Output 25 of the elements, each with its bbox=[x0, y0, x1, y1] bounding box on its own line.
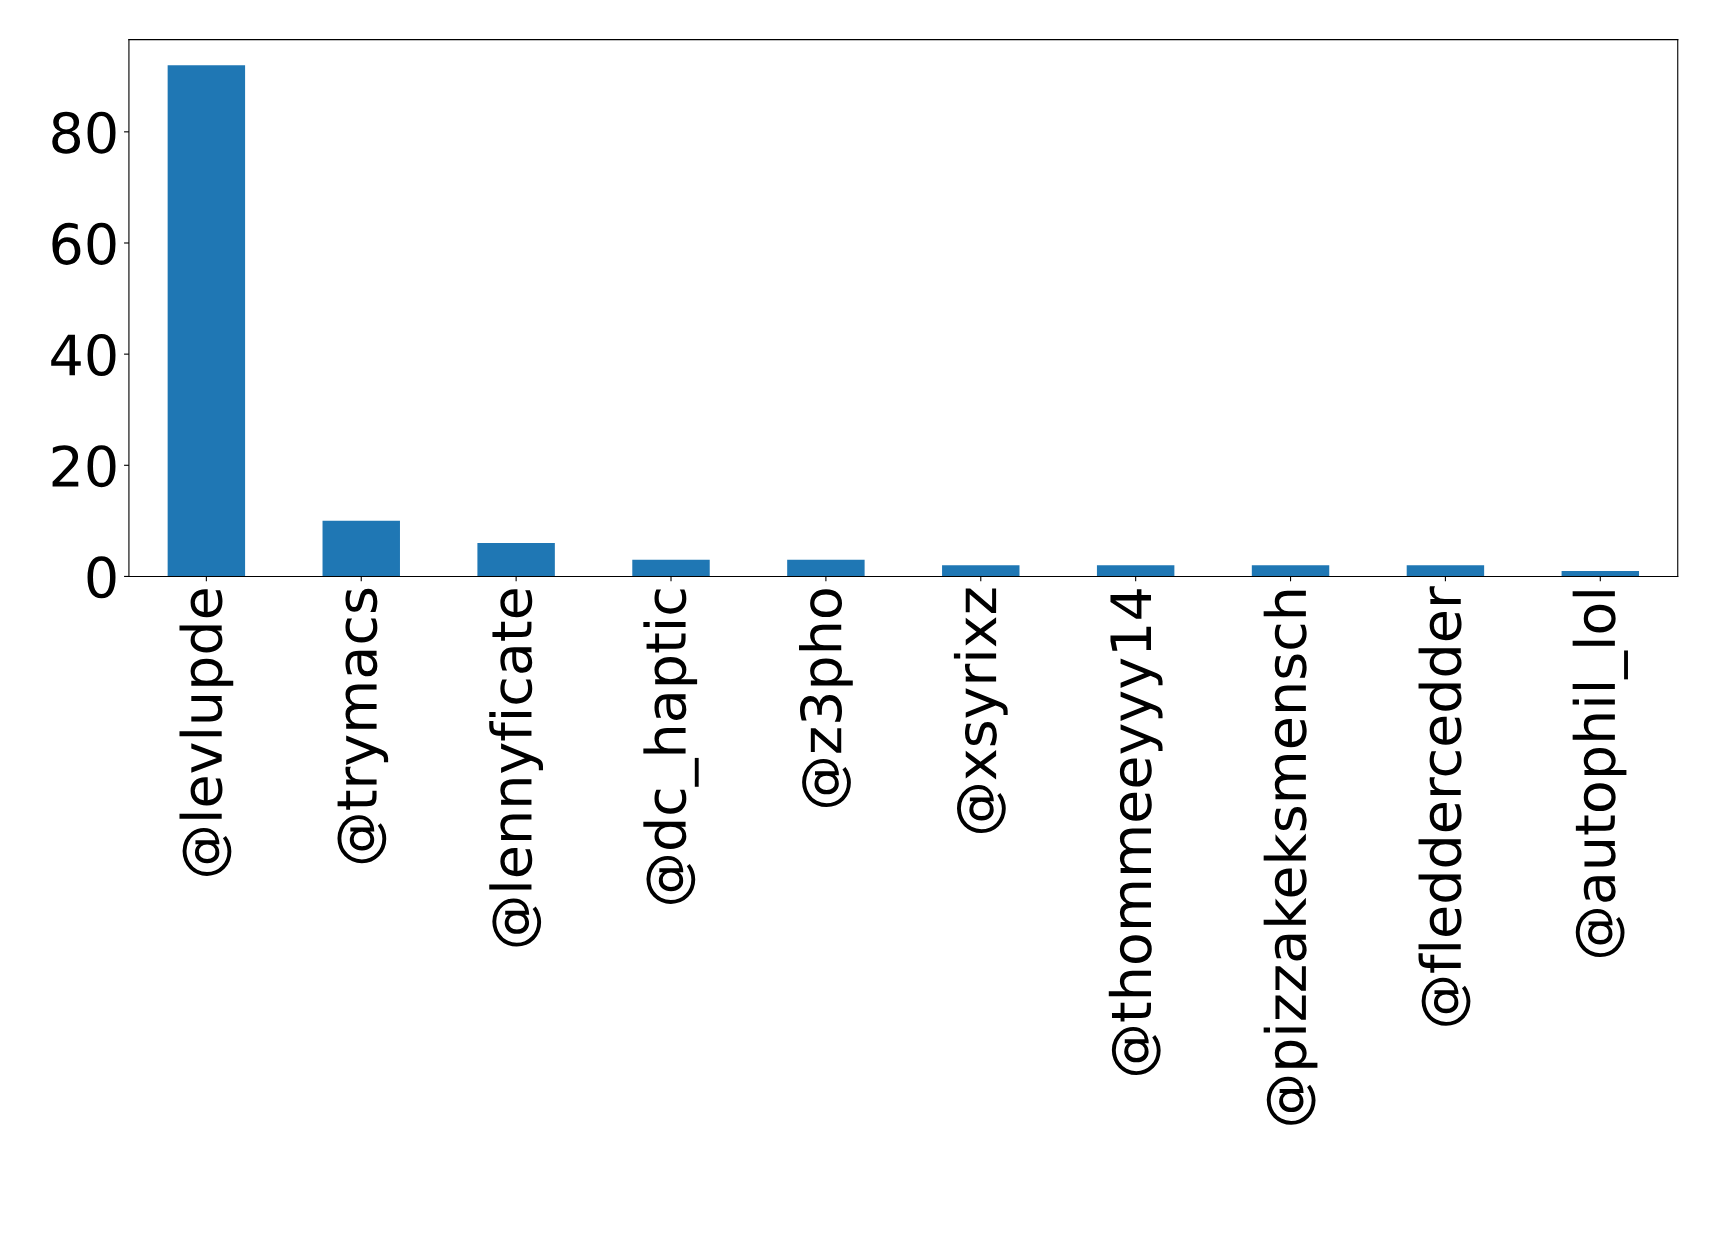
bar bbox=[942, 565, 1020, 577]
bar bbox=[322, 520, 400, 577]
x-tick-label: @levlupde bbox=[179, 589, 234, 876]
x-tick-label: @z3pho bbox=[799, 589, 853, 808]
bar bbox=[1561, 570, 1640, 577]
bar bbox=[167, 65, 246, 577]
y-tick-label: 20 bbox=[52, 445, 116, 488]
x-tick-label: @thommeeyyy14 bbox=[1108, 589, 1163, 1075]
y-tick-label: 0 bbox=[87, 556, 116, 599]
x-tick-label: @xsyrixz bbox=[953, 588, 1008, 834]
bar bbox=[477, 543, 555, 577]
x-tick-label: @lennyficate bbox=[489, 589, 544, 947]
y-tick-label: 80 bbox=[52, 111, 116, 154]
bar bbox=[1251, 565, 1330, 577]
bar bbox=[632, 559, 710, 577]
x-tick-label: @dc_haptic bbox=[643, 589, 699, 904]
bar bbox=[1406, 565, 1485, 577]
x-tick-label: @fleddercedder bbox=[1418, 586, 1471, 1026]
x-tick-label: @trymacs bbox=[337, 588, 389, 864]
y-tick-label: 40 bbox=[51, 334, 116, 377]
bar bbox=[787, 559, 865, 577]
bar bbox=[1096, 565, 1175, 577]
x-tick-label: @autophil_lol bbox=[1572, 591, 1628, 958]
x-tick-label: @pizzakeksmensch bbox=[1263, 590, 1318, 1125]
y-tick-label: 60 bbox=[52, 222, 116, 265]
